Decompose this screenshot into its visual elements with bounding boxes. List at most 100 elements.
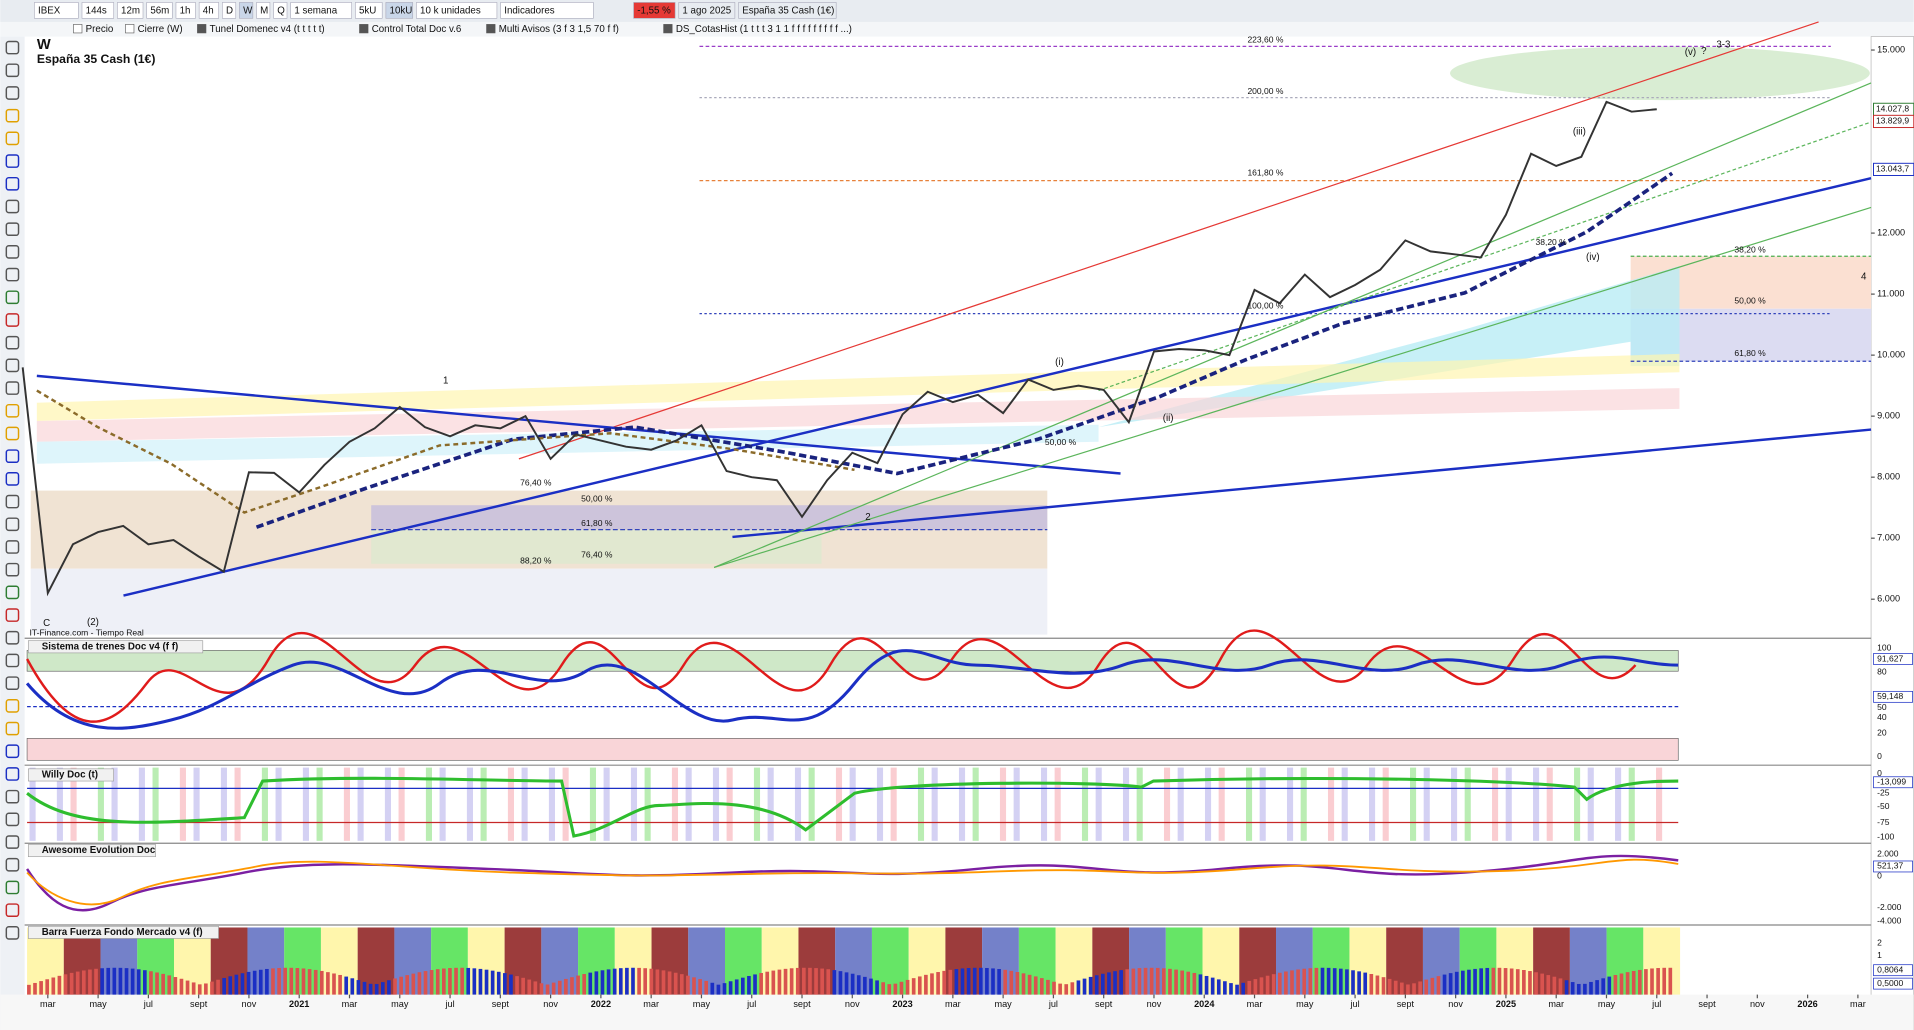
button-bg [81,2,115,19]
x-tick-label: 2023 [892,999,912,1009]
x-tick-label: jul [1048,999,1058,1009]
toolbar-button[interactable]: 5kU [355,2,383,19]
bar [301,968,306,995]
panel-axis-label: -75 [1877,817,1890,827]
button-label: D [226,6,233,17]
panel-axis-label: 0,8064 [1877,964,1903,974]
toolbar-button[interactable]: 4h [198,2,219,19]
block [1129,927,1166,995]
bar [1601,978,1606,995]
bar [832,970,837,995]
block [1643,927,1681,995]
bar [1302,968,1307,995]
bar [1259,977,1264,995]
bar [1052,981,1056,995]
tool-icon [5,608,20,622]
toolbar-button[interactable]: Q [273,2,288,19]
study-label: Multi Avisos (3 f 3 1,5 70 f f) [499,24,619,35]
stripe [917,767,925,841]
toolbar-button: -1,55 % [633,2,676,19]
bar [679,974,684,995]
bar [808,967,812,995]
bar [1271,974,1276,995]
toolbar-button[interactable]: 56m [146,2,173,19]
panel-axis-label: -2.000 [1877,902,1901,912]
tool-icon [5,630,20,645]
tool-icon [5,222,20,237]
toolbar-button[interactable]: 144s [81,2,115,19]
toolbar-button[interactable]: W [239,2,254,19]
tool-icon [5,131,20,146]
toolbar-button[interactable]: 1 semana [290,2,352,19]
fib-label: 50,00 % [1045,437,1077,447]
bar [1332,968,1337,995]
bar [826,969,831,995]
toolbar-items: IBEX 144s 12m 56m 1h 4h D W M Q 1 semana 5kU 10kU 10 … [34,2,852,35]
x-tick-label: may [994,999,1012,1009]
stripe [1177,767,1184,841]
zone [30,568,1048,635]
bar [844,972,849,995]
stripe [890,767,897,841]
block [1312,927,1350,995]
toolbar-button[interactable]: 10kU [385,2,414,19]
x-tick-label: nov [1147,999,1162,1009]
bar [1326,967,1331,995]
oscillator [26,858,1679,906]
bar [795,967,800,995]
toolbar-button[interactable]: IBEX [34,2,79,19]
bar [197,984,202,995]
bar [1461,970,1465,995]
stripe [1286,767,1294,841]
trend-line [732,428,1872,539]
fib-label: 61,80 % [1734,348,1766,358]
bar [1381,977,1386,995]
toolbar-button[interactable]: 12m [117,2,144,19]
stripe [1410,767,1417,841]
bar [1637,969,1642,995]
toolbar-button[interactable]: 10 k unidades [416,2,498,19]
bar [69,972,74,995]
panel-axis-label: 100 [1877,642,1891,652]
bar [942,970,947,995]
bar [1497,967,1502,995]
bar [1570,982,1575,995]
toolbar-button[interactable]: D [222,2,237,19]
bar [1058,983,1062,995]
stripe [1163,767,1171,841]
stripe [1095,767,1102,841]
x-tick-label: 2022 [591,999,611,1009]
bar [1125,969,1130,995]
tool-icon [5,245,20,259]
toolbar-button[interactable]: M [256,2,271,19]
bar [1607,976,1612,995]
toolbar-button: 1 ago 2025 [678,2,736,19]
bar [814,968,818,995]
toolbar-button[interactable]: Indicadores [500,2,594,19]
bar [1107,972,1111,995]
bar [94,968,98,995]
source: IT-Finance.com - Tiempo Real [30,628,144,638]
drawings [36,21,1872,597]
bar [576,975,580,995]
wave-label: (v) [1685,47,1696,58]
panel-axis-label: 0,5000 [1877,978,1903,988]
x-tick-label: 2025 [1496,999,1516,1009]
block [1496,927,1534,995]
bar [1033,976,1038,995]
button-label: M [260,6,268,17]
tool-icon [5,267,20,282]
button-label: IBEX [38,6,61,17]
oscillator [26,854,1679,912]
bar [991,968,995,995]
bar [1564,980,1569,995]
bar [509,974,513,995]
bar [838,971,843,995]
bar [600,970,605,995]
toolbar-button[interactable]: 1h [175,2,196,19]
button-bg [273,2,288,19]
stripe [316,767,323,841]
x-tick-label: mar [40,999,56,1009]
tool-icon [5,63,20,78]
stripe [1245,767,1253,841]
